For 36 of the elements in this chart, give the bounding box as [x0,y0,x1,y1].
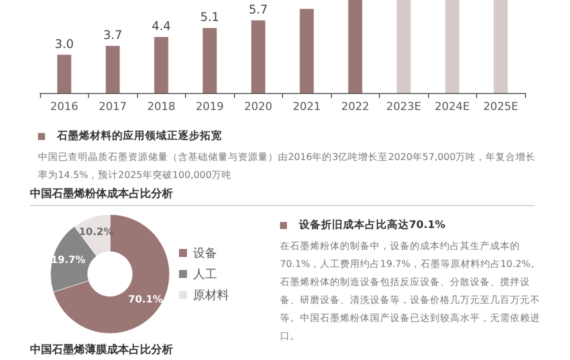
x-tick-label: 2024E [434,100,470,113]
x-tick-label: 2020 [244,100,272,113]
x-tick-label: 2016 [50,100,78,113]
bar [106,46,120,93]
x-tick-label: 2025E [483,100,518,113]
bar [154,36,168,93]
text: 中国石墨烯薄膜成本占比分析 [30,342,173,357]
text: 设备折旧成本占比高达70.1% [299,218,446,232]
x-tick-label: 2023E [386,100,422,113]
x-tick-label: 2021 [292,100,321,113]
data-label: 3.0 [54,36,74,51]
data-label: 5.7 [248,2,268,16]
legend-label: 原材料 [193,288,229,302]
x-tick-label: 2017 [98,100,127,113]
data-label: 3.7 [103,28,122,42]
bar [251,20,266,93]
bar [396,0,411,93]
x-tick-label: 2022 [341,100,370,113]
legend-label: 人工 [193,267,217,281]
text: 中国已查明晶质石墨资源储量（含基础储量与资源量）由2016年的3亿吨增长至2020年57,000万吨，年复合增长率为14.5%，预计2025年突破100,000万吨 [38,151,537,183]
bar [445,0,460,93]
chart-title: 中国石墨烯粉体成本占比分析 [30,186,174,201]
data-label: 4.4 [152,18,171,33]
bar [494,0,508,93]
legend-label: 设备 [193,246,217,260]
bar [300,8,314,93]
x-tick-label: 2019 [196,100,224,113]
text: 在石墨烯粉体的制备中，设备的成本约占其生产成本的70.1%，人工费用约占19.7%，石墨等原材料约占10.2%。石墨烯粉体的制造设备包括反应设备、分散设备、搅拌设备、研磨设备、清洗设备等，设备价格几万元至几百万元不等。中国石墨烯粉体国产设备已达到较高水平，无需依赖进口。 [280,240,542,344]
bar [348,0,362,93]
data-label: 5.1 [200,10,220,24]
data-label: 19.7% [50,255,86,266]
data-label: 70.1% [128,294,163,306]
bar [202,28,217,93]
bar [57,54,72,93]
x-tick-label: 2018 [147,100,176,113]
text: 石墨烯材料的应用领域正逐步拓宽 [57,129,222,143]
